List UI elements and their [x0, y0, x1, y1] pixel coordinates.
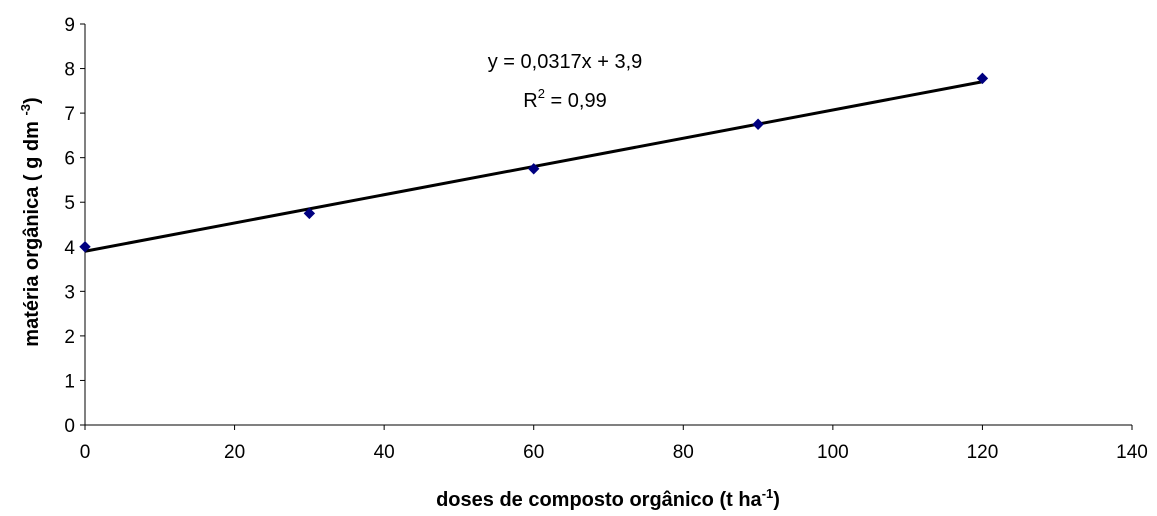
axes [84, 24, 1132, 426]
data-point [752, 118, 764, 130]
y-tick-label: 8 [64, 60, 75, 81]
y-tick-label: 4 [64, 238, 75, 259]
y-tick-label: 6 [64, 149, 75, 170]
y-axis-title: matéria orgânica ( g dm -3) [18, 97, 43, 346]
data-point [79, 241, 91, 253]
y-axis-title-superscript: -3 [18, 104, 33, 116]
y-tick-label: 9 [64, 15, 75, 36]
x-tick-label: 80 [673, 442, 694, 463]
x-tick-label: 0 [80, 442, 91, 463]
x-tick-label: 140 [1116, 442, 1148, 463]
x-axis-title-main: doses de composto orgânico (t ha [436, 489, 762, 511]
r-squared-value: = 0,99 [545, 90, 607, 112]
r-squared-prefix: R [523, 90, 537, 112]
r-squared-superscript: 2 [538, 86, 545, 101]
regression-equation: y = 0,0317x + 3,9 [488, 51, 643, 73]
x-tick-label: 40 [374, 442, 395, 463]
y-tick-label: 1 [64, 371, 75, 392]
ticks: 0 1 2 3 4 5 6 7 8 9 0 20 40 60 80 100 120 140 [64, 15, 1147, 463]
y-axis-title-main: matéria orgânica ( g dm [21, 116, 43, 347]
x-tick-label: 60 [523, 442, 544, 463]
r-squared-label: R2 = 0,99 [523, 86, 606, 112]
x-axis-title: doses de composto orgânico (t ha-1) [436, 486, 780, 511]
y-tick-label: 5 [64, 193, 75, 214]
data-point [303, 207, 316, 220]
data-points [79, 72, 989, 253]
y-tick-label: 0 [64, 416, 75, 437]
y-tick-label: 3 [64, 282, 75, 303]
y-tick-label: 7 [64, 104, 75, 125]
data-point [528, 163, 540, 175]
x-axis-title-end: ) [773, 489, 780, 511]
x-tick-label: 100 [817, 442, 849, 463]
x-tick-label: 120 [967, 442, 999, 463]
y-axis-title-end: ) [21, 97, 43, 104]
data-point [976, 72, 989, 85]
x-axis-title-superscript: -1 [762, 486, 774, 501]
x-tick-label: 20 [224, 442, 245, 463]
y-tick-label: 2 [64, 327, 75, 348]
